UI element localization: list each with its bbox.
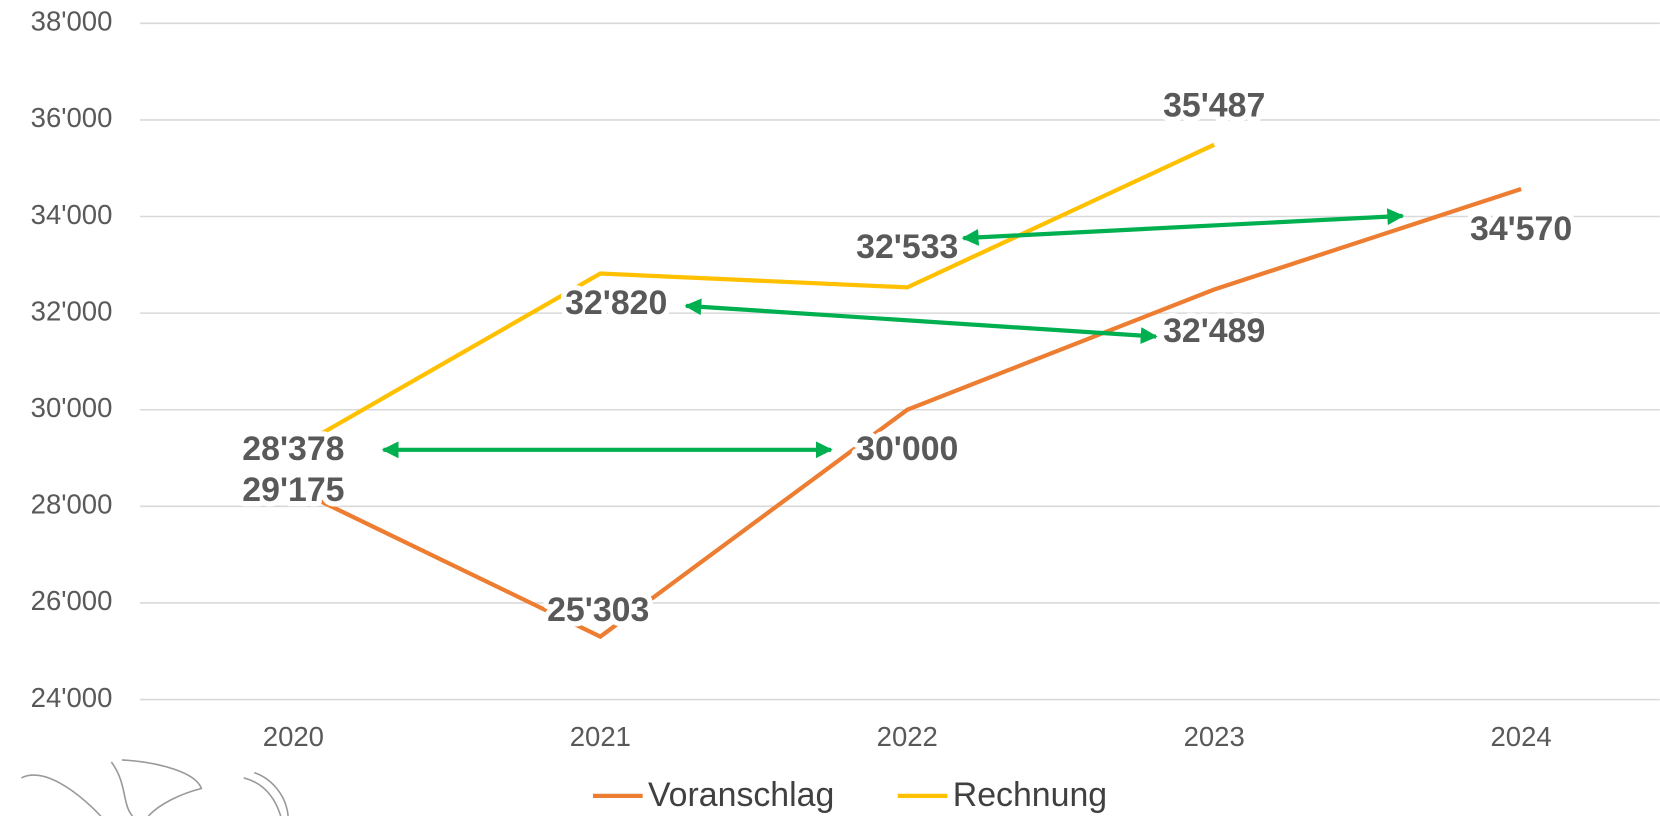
labels: 28'378 25'303 30'000 32'489 34'570 29'175 32'8… [237, 81, 1578, 634]
x-tick-label: 2021 [570, 721, 631, 752]
grid: 24'000 26'000 28'000 30'000 32'000 34'000 36'0… [31, 6, 1660, 752]
arrow [961, 208, 1405, 246]
x-tick-label: 2023 [1184, 721, 1245, 752]
x-tick-label: 2024 [1491, 721, 1552, 752]
y-tick-label: 26'000 [31, 585, 113, 616]
line-series [292, 142, 1216, 452]
x-tick-label: 2022 [877, 721, 938, 752]
line-series [292, 186, 1522, 640]
data-label: 29'175 [242, 471, 344, 509]
legend-label: Rechnung [953, 776, 1107, 814]
data-label: 30'000 [856, 430, 958, 468]
y-tick-label: 34'000 [31, 199, 113, 230]
y-tick-label: 38'000 [31, 6, 113, 37]
data-label: 35'487 [1163, 87, 1265, 125]
legend: Voranschlag Rechnung [592, 776, 1107, 814]
y-tick-label: 24'000 [31, 682, 113, 713]
data-label: 34'570 [1470, 210, 1572, 248]
data-label: 32'533 [856, 228, 958, 266]
y-tick-label: 30'000 [31, 392, 113, 423]
y-tick-label: 32'000 [31, 295, 113, 326]
data-label: 28'378 [242, 430, 344, 468]
data-label: 32'820 [565, 284, 667, 322]
arrow [684, 298, 1158, 345]
data-label: 25'303 [547, 591, 649, 629]
data-label: 32'489 [1163, 312, 1265, 350]
annotation-arrows [381, 208, 1405, 459]
logo [21, 759, 289, 816]
y-tick-label: 28'000 [31, 489, 113, 520]
legend-label: Voranschlag [648, 776, 834, 814]
x-tick-label: 2020 [263, 721, 324, 752]
y-tick-label: 36'000 [31, 102, 113, 133]
